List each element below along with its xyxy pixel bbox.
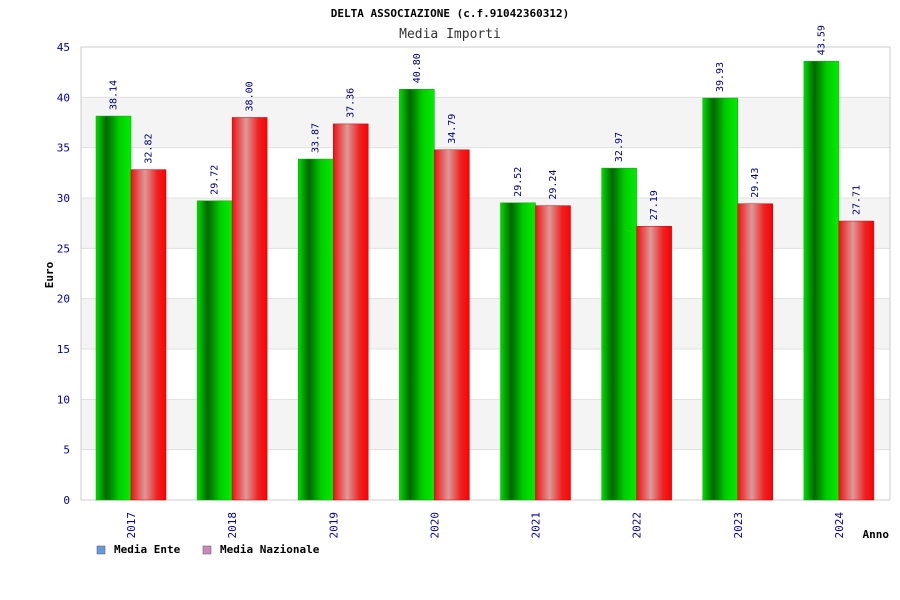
x-tick-label: 2021 bbox=[530, 512, 543, 539]
y-tick-label: 40 bbox=[57, 91, 70, 104]
y-tick-label: 20 bbox=[57, 293, 70, 306]
bar-media-nazionale bbox=[434, 149, 470, 501]
bar-media-nazionale bbox=[838, 220, 875, 501]
chart-title: DELTA ASSOCIAZIONE (c.f.91042360312) bbox=[331, 7, 569, 20]
bar-media-nazionale bbox=[737, 203, 773, 501]
legend: Media Ente Media Nazionale bbox=[96, 543, 320, 556]
y-tick-label: 45 bbox=[57, 41, 70, 54]
grid-band bbox=[81, 47, 890, 98]
y-axis-label: Euro bbox=[43, 261, 56, 288]
x-axis-label: Anno bbox=[863, 528, 890, 541]
y-tick-label: 30 bbox=[57, 192, 70, 205]
bar-value-label: 33.87 bbox=[311, 123, 322, 153]
y-tick-label: 5 bbox=[63, 444, 70, 457]
bar-media-ente bbox=[399, 89, 435, 501]
y-tick-label: 35 bbox=[57, 142, 70, 155]
bar-value-label: 37.36 bbox=[346, 88, 357, 118]
y-tick-label: 25 bbox=[57, 242, 70, 255]
grid-band bbox=[81, 147, 890, 198]
bar-media-ente bbox=[95, 115, 132, 501]
bar-value-label: 29.52 bbox=[513, 167, 524, 197]
bar-value-label: 40.80 bbox=[412, 53, 423, 83]
bar-media-ente bbox=[196, 200, 233, 501]
x-tick-label: 2019 bbox=[327, 512, 340, 539]
bar-media-ente bbox=[803, 60, 840, 501]
bar-value-label: 29.24 bbox=[548, 170, 559, 200]
bar-media-ente bbox=[500, 202, 536, 501]
bar-value-label: 39.93 bbox=[715, 62, 726, 92]
chart-subtitle: Media Importi bbox=[399, 27, 501, 42]
bar-value-label: 32.82 bbox=[144, 134, 155, 164]
bars: 38.14 32.82 29.72 38.00 33.87 37.36 40.80 34.79… bbox=[95, 25, 875, 501]
bar-value-label: 27.19 bbox=[649, 190, 660, 220]
bar-media-ente bbox=[601, 167, 637, 501]
x-tick-label: 2022 bbox=[631, 512, 644, 539]
bar-media-ente bbox=[702, 97, 738, 501]
y-tick-label: 10 bbox=[57, 393, 70, 406]
y-tick-label: 0 bbox=[63, 494, 70, 507]
bar-value-label: 29.72 bbox=[210, 165, 221, 195]
bar-value-label: 43.59 bbox=[816, 25, 827, 55]
bar-value-label: 32.97 bbox=[614, 132, 625, 162]
bar-value-label: 38.14 bbox=[109, 80, 120, 110]
x-tick-label: 2018 bbox=[226, 512, 239, 539]
legend-swatch bbox=[202, 545, 212, 555]
y-axis-ticks: 0 5 10 15 20 25 30 35 40 45 bbox=[57, 41, 70, 507]
bar-media-nazionale bbox=[535, 205, 571, 501]
x-axis-ticks: 2017 2018 2019 2020 2021 2022 2023 2024 bbox=[125, 512, 846, 539]
grid-band bbox=[81, 97, 890, 148]
x-tick-label: 2020 bbox=[428, 512, 441, 539]
bar-media-nazionale bbox=[231, 117, 268, 501]
plot-frame bbox=[80, 46, 891, 501]
bar-value-label: 29.43 bbox=[750, 168, 761, 198]
bar-value-label: 27.71 bbox=[851, 185, 862, 215]
bar-media-ente bbox=[298, 158, 334, 501]
bar-media-nazionale bbox=[333, 123, 369, 501]
x-tick-label: 2023 bbox=[732, 512, 745, 539]
x-tick-label: 2024 bbox=[833, 512, 846, 539]
y-tick-label: 15 bbox=[57, 343, 70, 356]
bar-value-label: 34.79 bbox=[447, 114, 458, 144]
bar-media-nazionale bbox=[636, 226, 672, 501]
legend-swatch bbox=[96, 545, 106, 555]
x-tick-label: 2017 bbox=[125, 512, 138, 539]
bar-value-label: 38.00 bbox=[245, 81, 256, 111]
legend-label: Media Nazionale bbox=[220, 543, 320, 556]
bar-media-nazionale bbox=[130, 169, 167, 501]
legend-label: Media Ente bbox=[114, 543, 181, 556]
